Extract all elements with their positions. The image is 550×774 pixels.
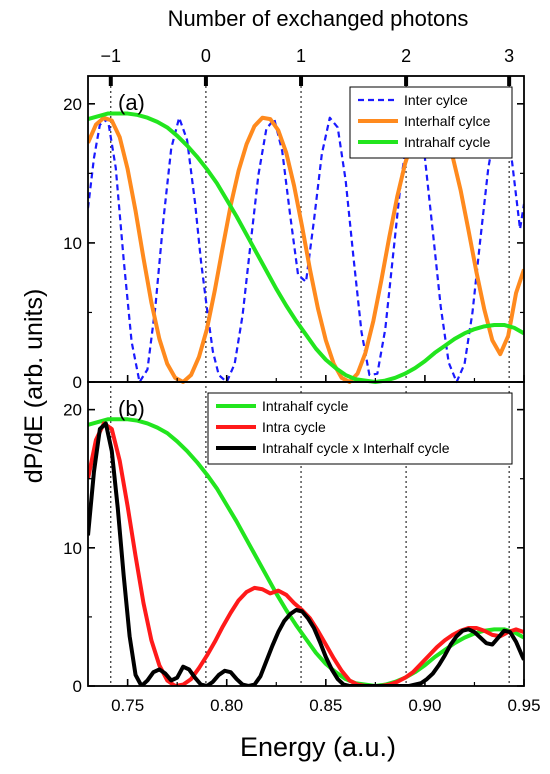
y-tick-label: 10: [63, 539, 82, 558]
x-tick-label: 0.95: [507, 696, 540, 715]
top-tick-label: 1: [296, 46, 306, 66]
y-tick-label: 20: [63, 95, 82, 114]
legend-entry: Intrahalf cycle: [404, 134, 491, 150]
series-line-b-2: [88, 421, 524, 686]
plot-area: [88, 111, 524, 686]
legend-entry: Intrahalf cycle x Interhalf cycle: [262, 440, 450, 456]
legend-entry: Intrahalf cycle: [262, 398, 349, 414]
legend-entry: Intra cycle: [262, 419, 326, 435]
y-tick-label: 20: [63, 401, 82, 420]
photon-guides: [110, 76, 510, 686]
tick-marks: −1 0 1 2 3 0 10 20 0 10 20 0.75 0.80 0.85 0.90 0.95: [63, 46, 540, 715]
x-tick-label: 0.75: [111, 696, 144, 715]
x-tick-label: 0.90: [408, 696, 441, 715]
x-axis-title: Energy (a.u.): [240, 732, 396, 762]
x-tick-label: 0.85: [309, 696, 342, 715]
axes-frame: [87, 381, 525, 687]
series-line-a-2: [88, 111, 524, 384]
y-tick-label: 10: [63, 234, 82, 253]
x-tick-label: 0.80: [210, 696, 243, 715]
panel-label: (a): [118, 90, 145, 115]
top-tick-label: 0: [201, 46, 211, 66]
y-tick-label: 0: [73, 677, 82, 696]
top-tick-label: 2: [401, 46, 411, 66]
legend-entry: Interhalf cylce: [404, 113, 491, 129]
axes-frames: [87, 75, 525, 687]
panel-label: (b): [118, 396, 145, 421]
y-tick-label: 0: [73, 373, 82, 392]
top-tick-label: −1: [101, 46, 122, 66]
legend-entry: Inter cylce: [404, 92, 468, 108]
legend-box: [207, 392, 513, 465]
series-line-a-0: [88, 116, 524, 384]
top-axis-title: Number of exchanged photons: [168, 6, 469, 31]
y-axis-title: dP/dE (arb. units): [20, 289, 48, 484]
legends: (a) Inter cylce Interhalf cylce Intrahalf c…: [118, 86, 513, 465]
top-tick-label: 3: [504, 46, 514, 66]
